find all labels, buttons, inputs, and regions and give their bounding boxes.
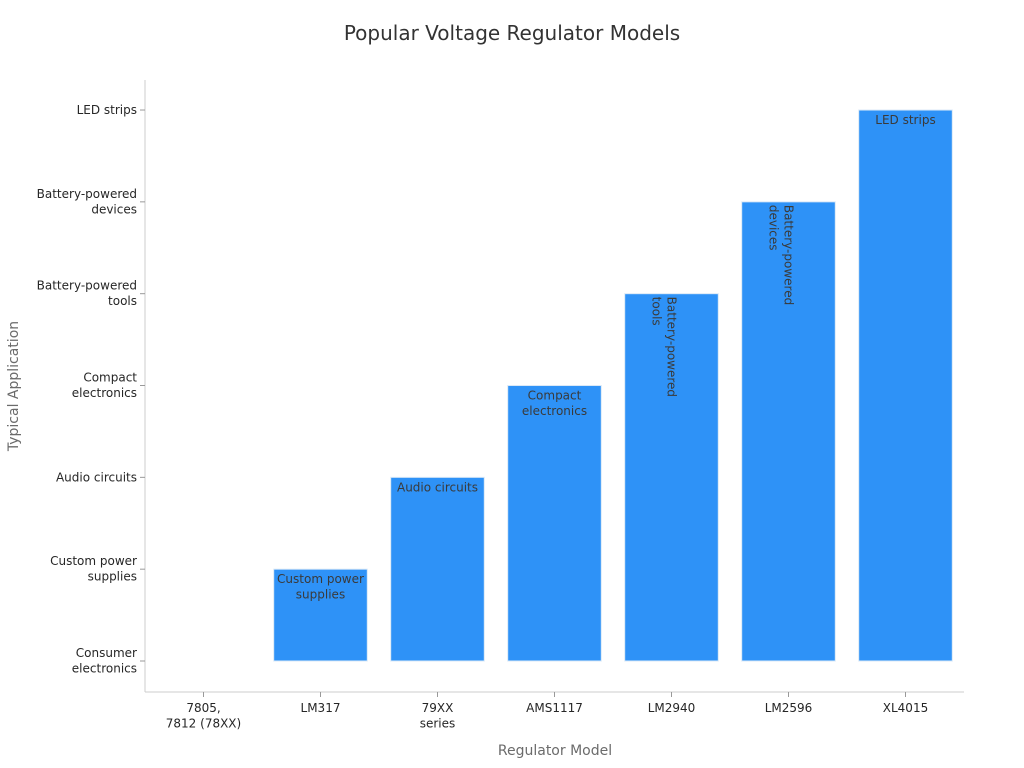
bar-data-label: LED strips — [875, 113, 935, 127]
bar-data-label: Battery-powereddevices — [767, 205, 796, 305]
x-tick-label: LM2940 — [648, 701, 696, 715]
y-tick-label: Custom power supplies — [50, 554, 137, 584]
x-tick-label: 79XX series — [420, 701, 456, 731]
bar[interactable] — [507, 385, 602, 662]
x-tick-label: LM2596 — [765, 701, 813, 715]
x-tick-label: XL4015 — [883, 701, 928, 715]
y-tick-label: Consumer electronics — [72, 646, 137, 676]
y-ticks-group: Consumer electronics Custom power supplies A… — [37, 103, 145, 676]
y-tick-label: Battery-powered devices — [37, 187, 137, 217]
y-tick-label: Battery-powered tools — [37, 279, 137, 309]
bar[interactable] — [390, 476, 485, 662]
bar-data-label: Audio circuits — [397, 480, 478, 494]
bar-data-label: Custom power supplies — [277, 572, 364, 602]
x-ticks-group: 7805, 7812 (78XX) LM317 79XX series AMS1117 LM… — [166, 692, 928, 731]
x-tick-label: AMS1117 — [526, 701, 583, 715]
x-axis-title: Regulator Model — [498, 743, 612, 759]
y-tick-label: LED strips — [77, 103, 137, 117]
bar[interactable] — [858, 109, 953, 662]
bar-labels-group: Custom power supplies Audio circuits Compac… — [277, 113, 936, 602]
bar[interactable] — [273, 568, 368, 662]
x-tick-label: LM317 — [301, 701, 341, 715]
x-tick-label: 7805, 7812 (78XX) — [166, 701, 241, 731]
y-tick-label: Audio circuits — [56, 470, 137, 484]
y-axis-title: Typical Application — [6, 321, 22, 452]
chart-title: Popular Voltage Regulator Models — [344, 21, 680, 45]
bar-data-label: Battery-poweredtools — [650, 297, 679, 397]
bars-group — [273, 109, 953, 662]
bar[interactable] — [624, 293, 719, 662]
bar[interactable] — [741, 201, 836, 662]
bar-data-label: Compact electronics — [522, 389, 587, 419]
bar-data-label-group: Battery-poweredtools — [650, 297, 679, 397]
y-tick-label: Compact electronics — [72, 371, 137, 401]
bar-data-label-group: Battery-powereddevices — [767, 205, 796, 305]
